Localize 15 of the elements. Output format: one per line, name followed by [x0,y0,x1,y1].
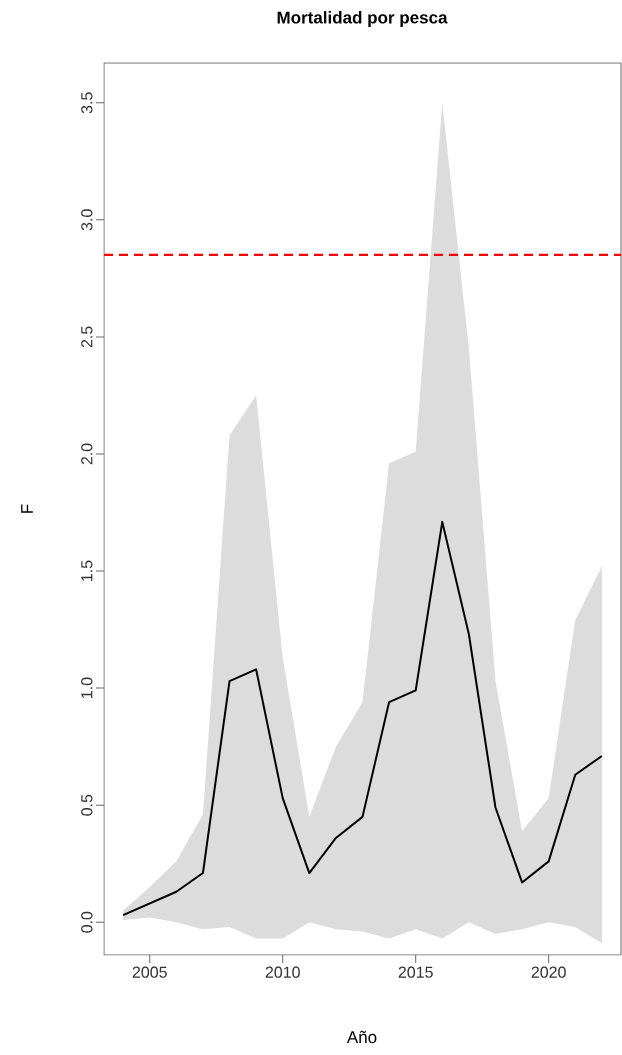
y-tick-label: 1.5 [81,560,93,581]
x-tick-label: 2005 [132,966,167,978]
y-tick-label: 2.0 [81,443,93,465]
x-tick-label: 2015 [398,966,433,978]
chart-title: Mortalidad por pesca [277,11,448,27]
x-tick-label: 2010 [265,966,300,978]
x-axis-title: Año [346,1030,377,1044]
y-tick-label: 2.5 [81,326,93,348]
y-tick-label: 1.0 [81,677,93,698]
y-tick-label: 3.5 [81,92,93,114]
y-tick-label: 3.0 [81,209,93,231]
y-tick-label: 0.5 [81,794,93,816]
x-tick-label: 2020 [531,966,566,978]
y-tick-label: 0.0 [81,911,93,933]
y-axis-title: F [21,504,33,513]
